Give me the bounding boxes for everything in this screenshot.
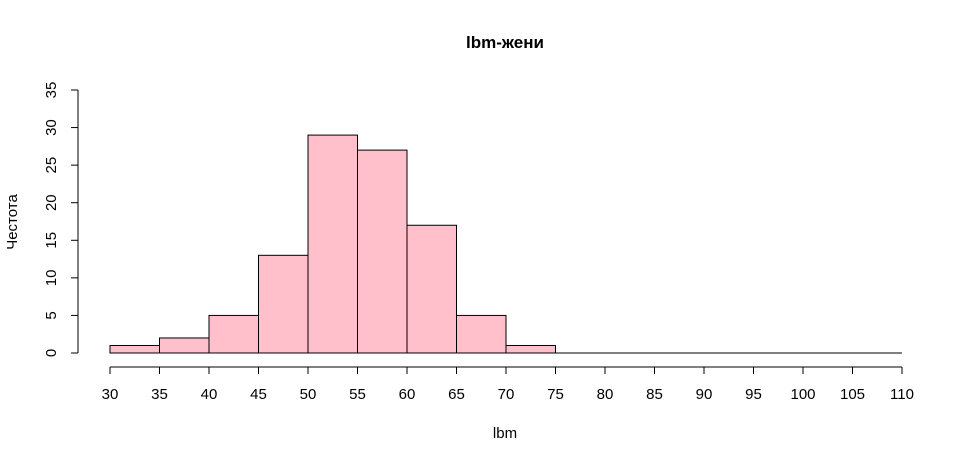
x-tick-label: 65: [448, 386, 465, 403]
y-tick-label: 20: [43, 194, 60, 211]
x-tick-label: 80: [597, 386, 614, 403]
bars-group: [109, 134, 902, 354]
y-tick-label: 10: [43, 270, 60, 287]
x-tick-label: 75: [547, 386, 564, 403]
x-tick-label: 70: [498, 386, 515, 403]
y-tick-label: 35: [43, 82, 60, 99]
histogram-bar: [505, 344, 556, 354]
x-tick-label: 40: [201, 386, 218, 403]
y-tick-label: 25: [43, 157, 60, 174]
histogram-bar: [307, 134, 358, 354]
chart-title: lbm-жени: [466, 33, 544, 52]
x-tick-label: 35: [151, 386, 168, 403]
histogram-bar: [109, 344, 160, 354]
x-tick-label: 30: [102, 386, 119, 403]
histogram-bar: [208, 314, 259, 354]
x-tick-label: 55: [349, 386, 366, 403]
histogram-bar: [456, 314, 507, 354]
x-tick-label: 100: [790, 386, 815, 403]
y-tick-label: 0: [43, 349, 60, 357]
x-tick-label: 50: [300, 386, 317, 403]
y-tick-label: 30: [43, 119, 60, 136]
y-axis-label: Честота: [4, 194, 21, 250]
x-tick-label: 105: [840, 386, 865, 403]
histogram-bar: [159, 337, 210, 354]
y-tick-label: 15: [43, 232, 60, 249]
histogram-bar: [258, 254, 309, 354]
x-tick-label: 85: [646, 386, 663, 403]
x-tick-label: 60: [399, 386, 416, 403]
x-axis-label: lbm: [493, 425, 517, 442]
histogram-bar: [357, 149, 408, 354]
y-axis: 0 5 10 15 20 25 30 35: [43, 82, 79, 357]
x-axis: 30 35 40 45 50 55 60 65 70 75 80 85 90 95 100 105 110: [102, 366, 914, 403]
x-tick-label: 110: [890, 386, 914, 403]
x-tick-label: 45: [250, 386, 267, 403]
histogram-bar: [406, 224, 457, 354]
y-tick-label: 5: [43, 311, 60, 319]
x-tick-label: 90: [696, 386, 713, 403]
x-tick-label: 95: [745, 386, 762, 403]
